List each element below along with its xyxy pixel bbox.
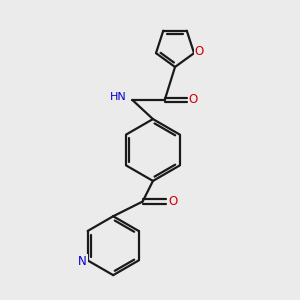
- Text: N: N: [78, 255, 87, 268]
- Text: O: O: [168, 195, 177, 208]
- Text: HN: HN: [110, 92, 127, 102]
- Text: O: O: [195, 45, 204, 58]
- Text: O: O: [189, 93, 198, 106]
